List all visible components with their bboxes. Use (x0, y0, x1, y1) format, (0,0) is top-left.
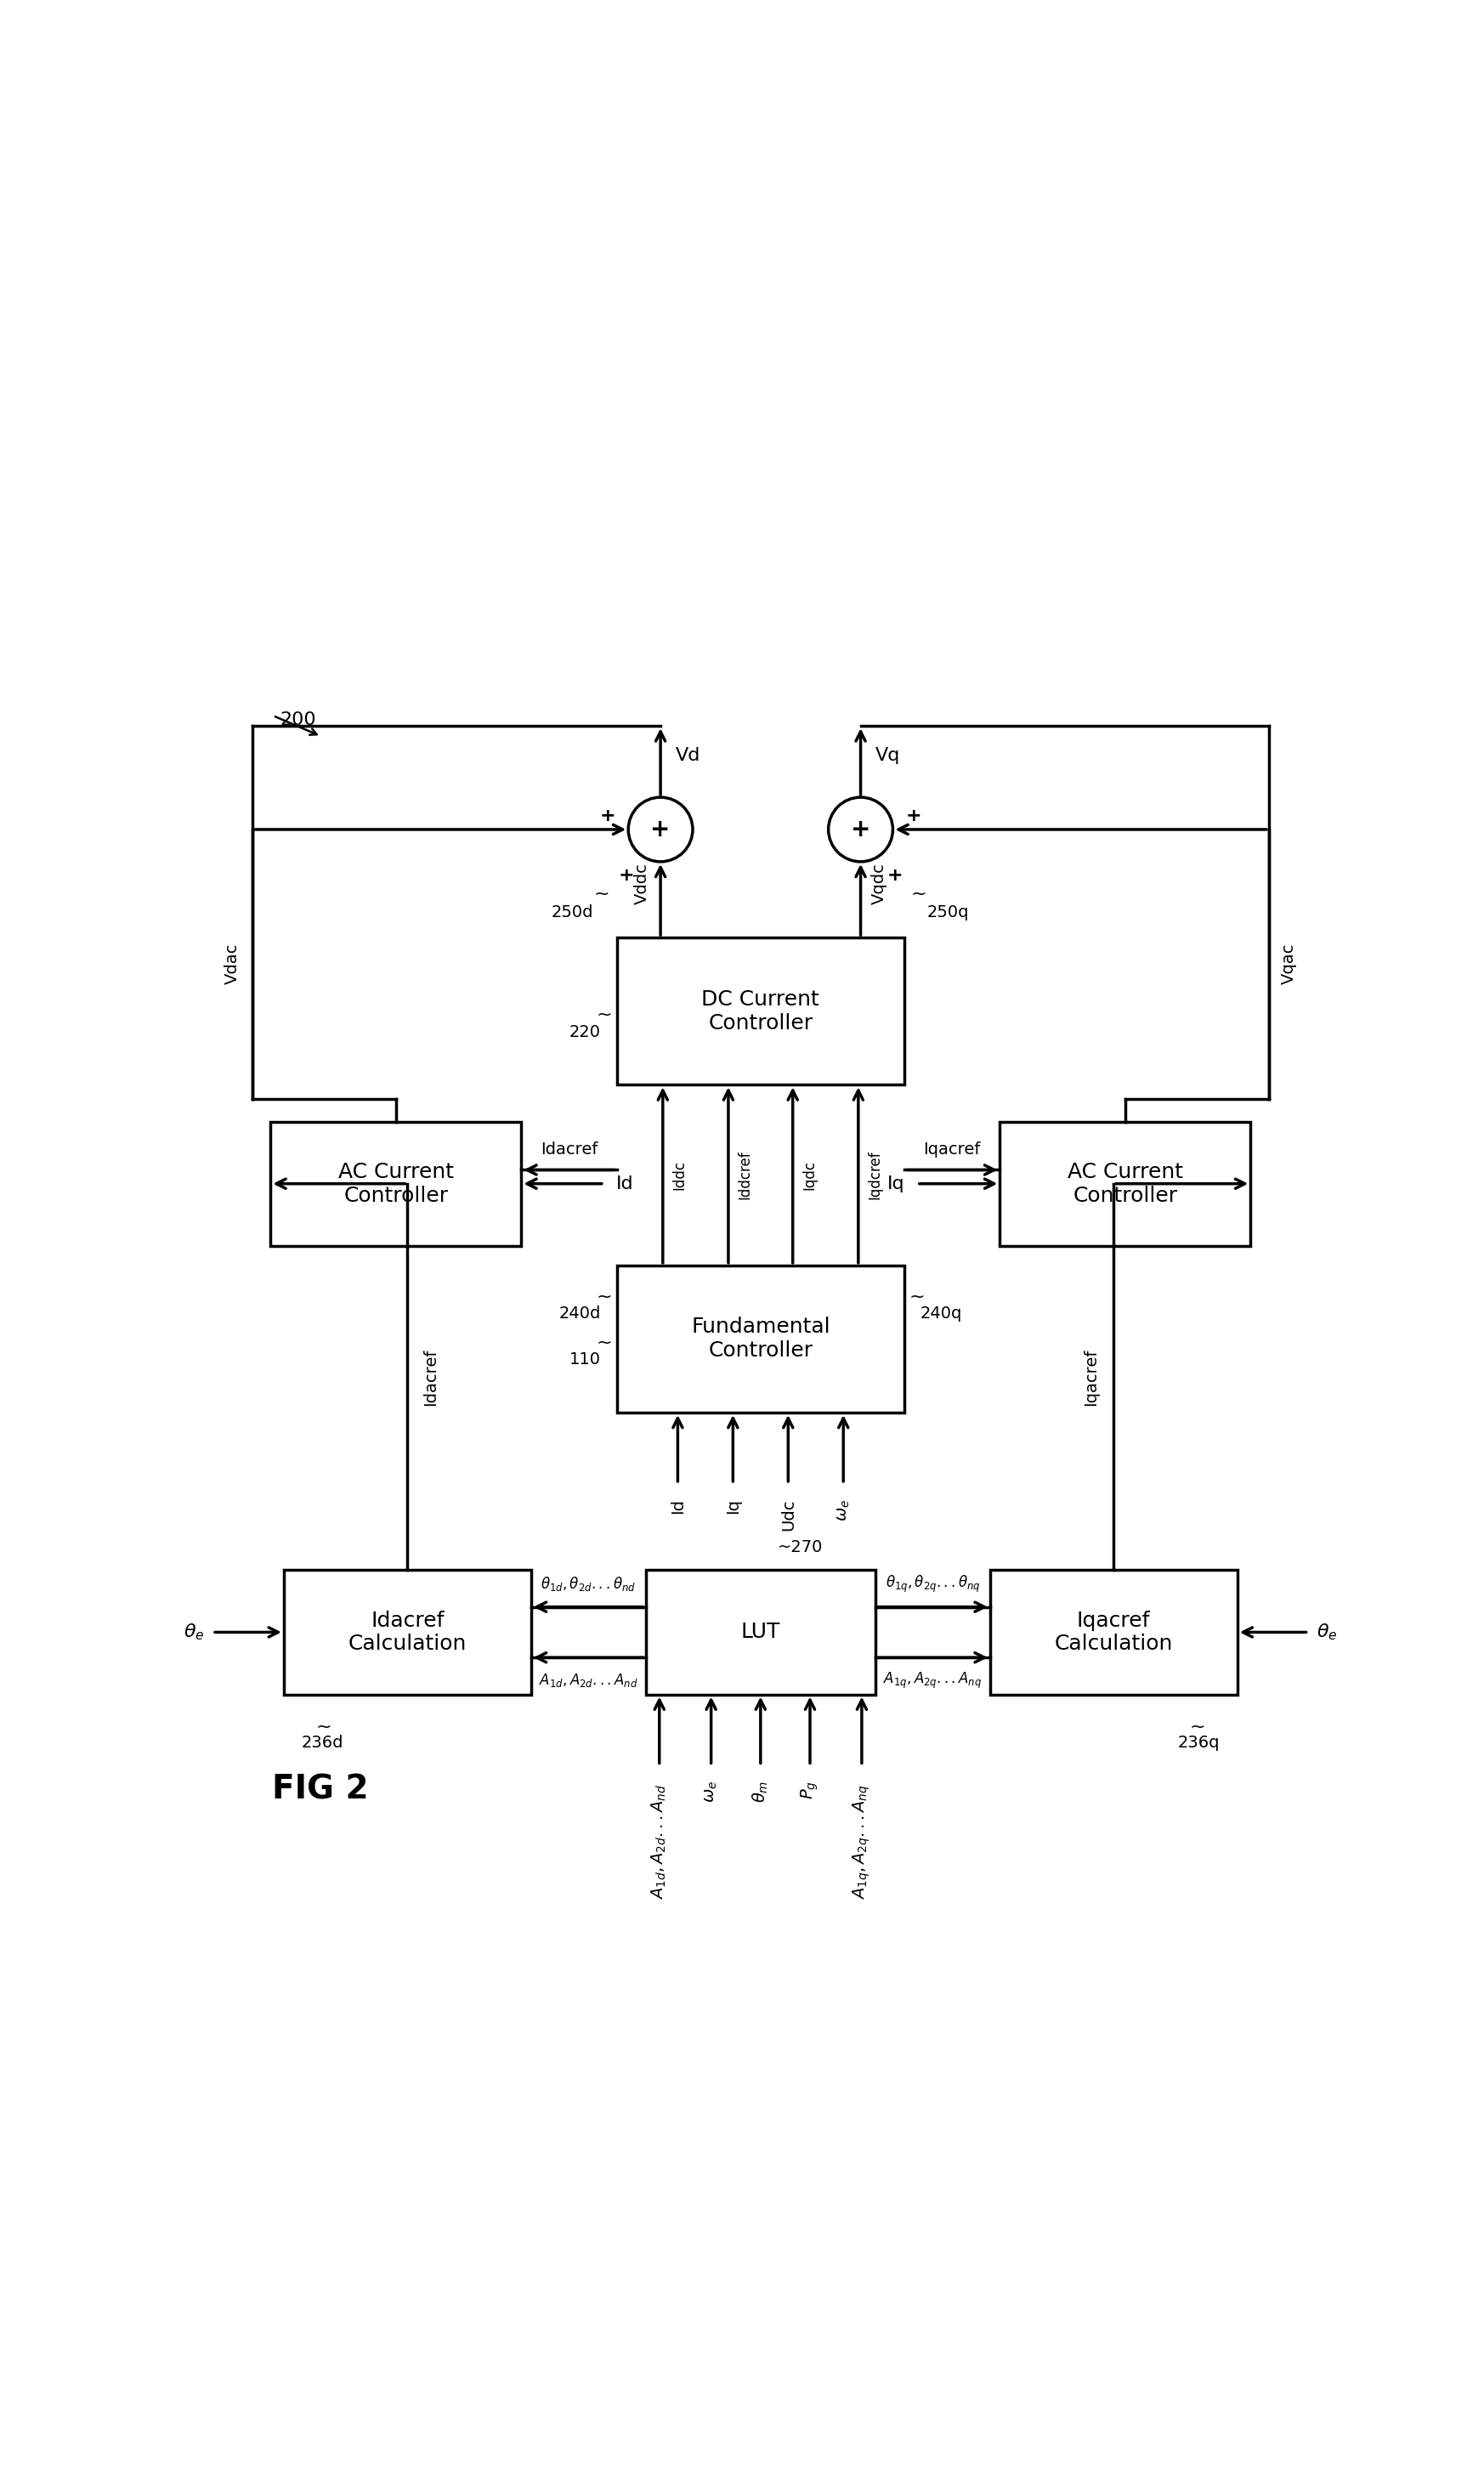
Text: Id: Id (669, 1498, 686, 1515)
Text: 250q: 250q (928, 905, 969, 920)
Text: 200: 200 (280, 713, 316, 728)
Text: $A_{1d},A_{2d}...A_{nd}$: $A_{1d},A_{2d}...A_{nd}$ (539, 1672, 638, 1690)
Text: ~: ~ (908, 1288, 925, 1306)
Text: Vd: Vd (675, 748, 700, 765)
Text: 220: 220 (570, 1024, 601, 1039)
Text: $\theta_{1q},\theta_{2q}...\theta_{nq}$: $\theta_{1q},\theta_{2q}...\theta_{nq}$ (886, 1572, 979, 1595)
FancyBboxPatch shape (283, 1570, 531, 1695)
Text: Iq: Iq (724, 1498, 741, 1515)
Text: $A_{1d},A_{2d}...A_{nd}$: $A_{1d},A_{2d}...A_{nd}$ (650, 1784, 668, 1899)
Text: Iqacref: Iqacref (1082, 1348, 1098, 1405)
Text: Iqdcref: Iqdcref (868, 1151, 883, 1199)
Text: LUT: LUT (741, 1622, 781, 1642)
Text: +: + (650, 817, 671, 842)
FancyBboxPatch shape (270, 1121, 521, 1246)
Text: 110: 110 (570, 1351, 601, 1368)
Text: ~: ~ (597, 1007, 613, 1024)
Text: Id: Id (616, 1176, 634, 1191)
Text: $\theta_e$: $\theta_e$ (1316, 1622, 1337, 1642)
Text: Vqdc: Vqdc (871, 862, 887, 905)
Text: AC Current
Controller: AC Current Controller (338, 1161, 454, 1206)
Text: ~270: ~270 (778, 1540, 824, 1555)
Text: +: + (617, 867, 634, 885)
Text: +: + (905, 807, 922, 825)
Text: Iddc: Iddc (672, 1161, 687, 1191)
Text: ~: ~ (594, 885, 610, 902)
Text: $P_g$: $P_g$ (800, 1782, 821, 1799)
Text: Fundamental
Controller: Fundamental Controller (692, 1316, 830, 1361)
Text: $A_{1q},A_{2q}...A_{nq}$: $A_{1q},A_{2q}...A_{nq}$ (883, 1670, 982, 1690)
FancyBboxPatch shape (646, 1570, 876, 1695)
Text: 240d: 240d (558, 1306, 601, 1321)
Text: Iqdc: Iqdc (801, 1161, 818, 1191)
Text: $\theta_m$: $\theta_m$ (751, 1782, 770, 1802)
FancyBboxPatch shape (617, 937, 904, 1084)
Circle shape (828, 797, 893, 862)
Text: FIG 2: FIG 2 (272, 1774, 368, 1807)
Text: ~: ~ (911, 885, 928, 902)
Text: $\omega_e$: $\omega_e$ (703, 1782, 720, 1802)
Text: Idacref: Idacref (540, 1141, 598, 1156)
Text: Vdac: Vdac (224, 944, 240, 984)
Text: Vq: Vq (876, 748, 901, 765)
Text: $\theta_{1d},\theta_{2d}...\theta_{nd}$: $\theta_{1d},\theta_{2d}...\theta_{nd}$ (540, 1575, 637, 1592)
Text: ~: ~ (597, 1333, 613, 1351)
FancyBboxPatch shape (617, 1266, 904, 1413)
Text: DC Current
Controller: DC Current Controller (702, 989, 819, 1034)
Text: 250d: 250d (552, 905, 594, 920)
Circle shape (628, 797, 693, 862)
Text: Idacref: Idacref (423, 1348, 439, 1405)
Text: 240q: 240q (920, 1306, 963, 1321)
Text: 236q: 236q (1178, 1734, 1220, 1752)
Text: Vddc: Vddc (634, 862, 650, 905)
Text: ~: ~ (597, 1288, 613, 1306)
Text: Vqac: Vqac (1281, 944, 1297, 984)
Text: $\omega_e$: $\omega_e$ (835, 1498, 852, 1520)
Text: Idacref
Calculation: Idacref Calculation (349, 1610, 466, 1655)
Text: ~: ~ (1189, 1717, 1205, 1734)
FancyBboxPatch shape (990, 1570, 1238, 1695)
Text: +: + (887, 867, 904, 885)
FancyBboxPatch shape (1000, 1121, 1251, 1246)
Text: ~: ~ (316, 1717, 332, 1734)
Text: Iddcref: Iddcref (738, 1151, 752, 1199)
Text: Udc: Udc (781, 1498, 797, 1530)
Text: Iqacref: Iqacref (923, 1141, 981, 1156)
Text: +: + (600, 807, 616, 825)
Text: 236d: 236d (301, 1734, 343, 1752)
Text: +: + (850, 817, 871, 842)
Text: $\theta_e$: $\theta_e$ (184, 1622, 205, 1642)
Text: AC Current
Controller: AC Current Controller (1067, 1161, 1183, 1206)
Text: Iq: Iq (887, 1176, 905, 1191)
Text: $A_{1q},A_{2q}...A_{nq}$: $A_{1q},A_{2q}...A_{nq}$ (852, 1784, 873, 1899)
Text: Iqacref
Calculation: Iqacref Calculation (1055, 1610, 1172, 1655)
